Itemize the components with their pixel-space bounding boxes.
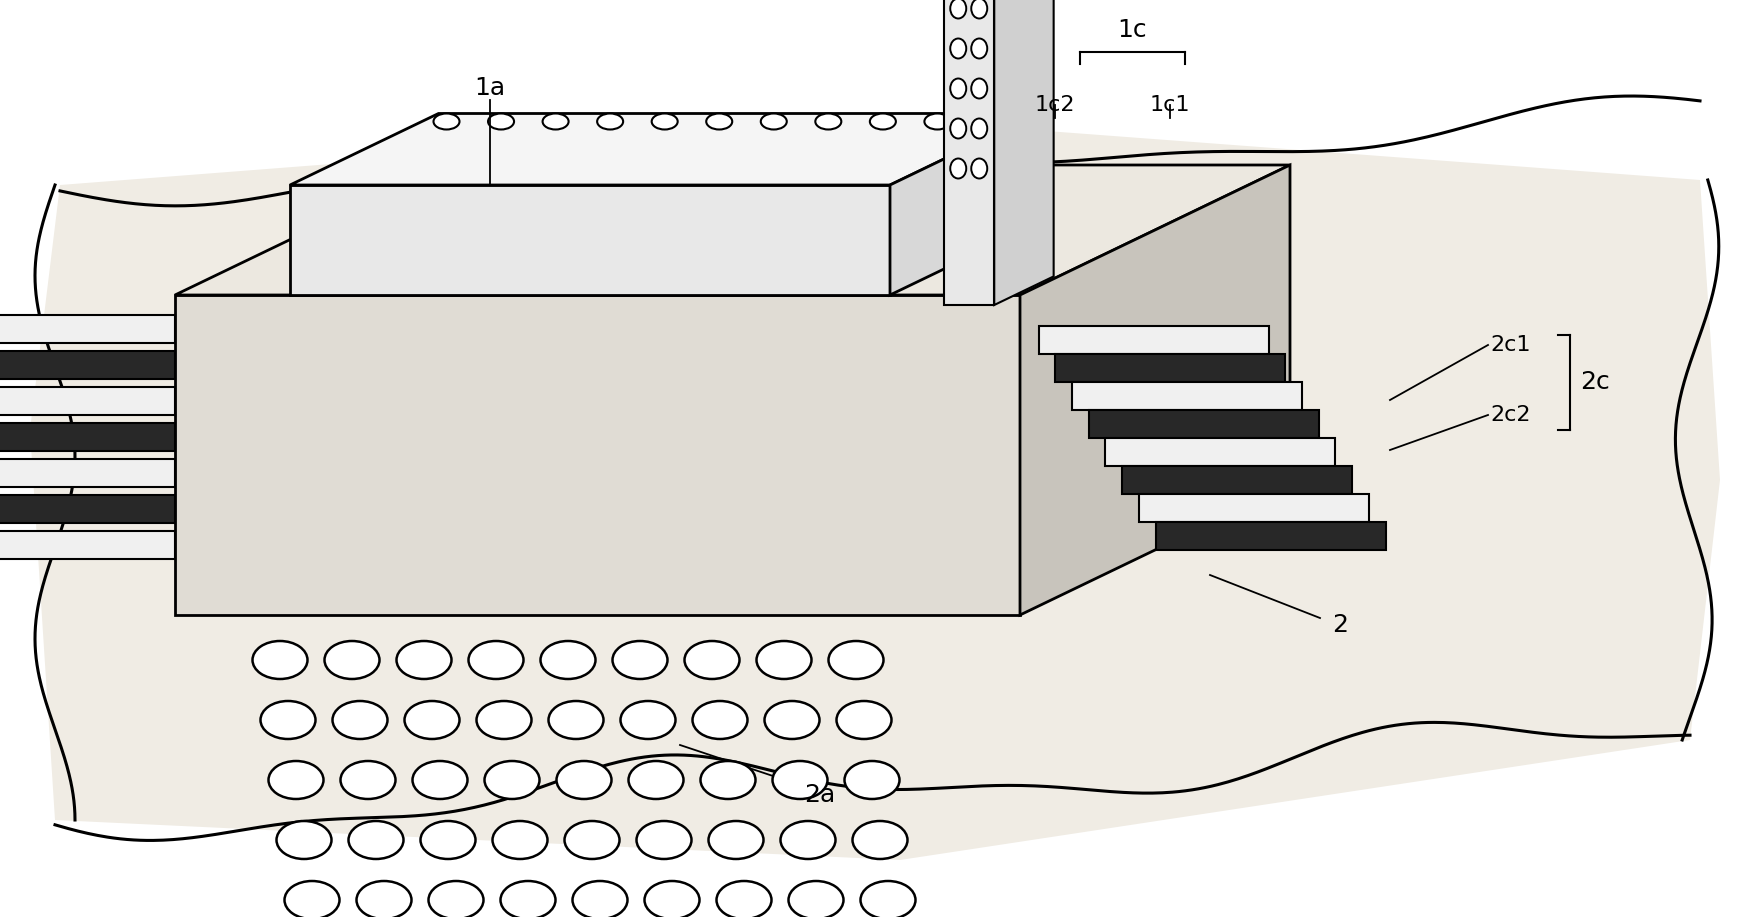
Ellipse shape — [628, 761, 684, 799]
Ellipse shape — [950, 0, 966, 18]
Text: 2c1: 2c1 — [1489, 335, 1531, 355]
Ellipse shape — [780, 821, 835, 859]
Ellipse shape — [950, 79, 966, 98]
Ellipse shape — [765, 701, 819, 739]
Ellipse shape — [950, 39, 966, 59]
Ellipse shape — [700, 761, 756, 799]
Ellipse shape — [971, 39, 987, 59]
Ellipse shape — [816, 114, 842, 129]
Text: 1c2: 1c2 — [1034, 95, 1074, 115]
Ellipse shape — [789, 881, 844, 917]
Ellipse shape — [488, 114, 514, 129]
Ellipse shape — [413, 761, 467, 799]
Ellipse shape — [276, 821, 331, 859]
Ellipse shape — [971, 118, 987, 138]
Ellipse shape — [268, 761, 324, 799]
Polygon shape — [1139, 493, 1368, 522]
Ellipse shape — [644, 881, 700, 917]
Ellipse shape — [621, 701, 676, 739]
Text: 2c: 2c — [1580, 370, 1610, 394]
Ellipse shape — [285, 881, 340, 917]
Ellipse shape — [684, 641, 740, 679]
Text: 1c1: 1c1 — [1150, 95, 1190, 115]
Ellipse shape — [542, 114, 569, 129]
Polygon shape — [0, 387, 175, 415]
Ellipse shape — [348, 821, 404, 859]
Polygon shape — [1020, 165, 1290, 615]
Polygon shape — [0, 315, 175, 343]
Ellipse shape — [397, 641, 452, 679]
Polygon shape — [0, 495, 175, 523]
Text: 2a: 2a — [805, 783, 836, 807]
Polygon shape — [945, 0, 994, 305]
Ellipse shape — [612, 641, 667, 679]
Ellipse shape — [772, 761, 828, 799]
Text: 2: 2 — [1332, 613, 1348, 637]
Polygon shape — [1038, 326, 1269, 354]
Polygon shape — [0, 351, 175, 379]
Ellipse shape — [565, 821, 620, 859]
Polygon shape — [30, 120, 1720, 860]
Ellipse shape — [950, 118, 966, 138]
Text: 1c: 1c — [1116, 18, 1146, 42]
Ellipse shape — [572, 881, 628, 917]
Text: 1a: 1a — [474, 76, 506, 100]
Text: 2c2: 2c2 — [1489, 405, 1531, 425]
Ellipse shape — [971, 79, 987, 98]
Ellipse shape — [637, 821, 691, 859]
Polygon shape — [175, 295, 1020, 615]
Polygon shape — [891, 114, 1038, 295]
Ellipse shape — [693, 701, 747, 739]
Ellipse shape — [357, 881, 411, 917]
Polygon shape — [994, 0, 1054, 305]
Ellipse shape — [404, 701, 460, 739]
Ellipse shape — [756, 641, 812, 679]
Ellipse shape — [709, 821, 763, 859]
Ellipse shape — [870, 114, 896, 129]
Polygon shape — [290, 114, 1038, 185]
Ellipse shape — [845, 761, 900, 799]
Ellipse shape — [492, 821, 548, 859]
Ellipse shape — [761, 114, 788, 129]
Polygon shape — [1055, 354, 1284, 382]
Ellipse shape — [950, 159, 966, 179]
Ellipse shape — [476, 701, 532, 739]
Polygon shape — [0, 459, 175, 487]
Ellipse shape — [716, 881, 772, 917]
Ellipse shape — [651, 114, 677, 129]
Ellipse shape — [541, 641, 595, 679]
Polygon shape — [0, 423, 175, 451]
Ellipse shape — [836, 701, 891, 739]
Polygon shape — [1122, 466, 1353, 494]
Polygon shape — [290, 185, 891, 295]
Ellipse shape — [978, 114, 1004, 129]
Ellipse shape — [861, 881, 915, 917]
Polygon shape — [1088, 410, 1320, 438]
Ellipse shape — [707, 114, 731, 129]
Ellipse shape — [828, 641, 884, 679]
Ellipse shape — [341, 761, 396, 799]
Ellipse shape — [324, 641, 380, 679]
Polygon shape — [1155, 522, 1386, 550]
Ellipse shape — [485, 761, 539, 799]
Ellipse shape — [420, 821, 476, 859]
Polygon shape — [1073, 382, 1302, 410]
Polygon shape — [1106, 438, 1335, 466]
Polygon shape — [175, 165, 1290, 295]
Ellipse shape — [924, 114, 950, 129]
Ellipse shape — [500, 881, 555, 917]
Ellipse shape — [852, 821, 908, 859]
Ellipse shape — [261, 701, 315, 739]
Ellipse shape — [429, 881, 483, 917]
Ellipse shape — [971, 159, 987, 179]
Ellipse shape — [252, 641, 308, 679]
Ellipse shape — [469, 641, 523, 679]
Ellipse shape — [332, 701, 387, 739]
Ellipse shape — [548, 701, 604, 739]
Ellipse shape — [971, 0, 987, 18]
Ellipse shape — [434, 114, 460, 129]
Ellipse shape — [597, 114, 623, 129]
Ellipse shape — [556, 761, 611, 799]
Polygon shape — [0, 531, 175, 559]
